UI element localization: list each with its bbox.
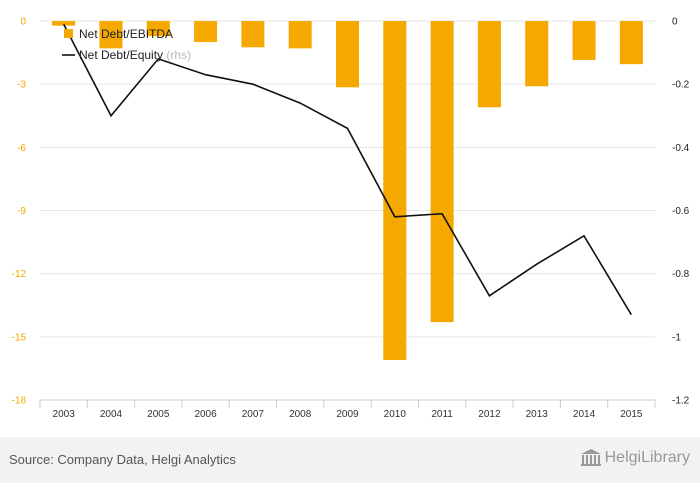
bar-2015 <box>619 21 643 65</box>
y-left-tick-label: -3 <box>17 80 26 91</box>
line-series-net-debt-equity <box>62 23 632 316</box>
x-tick-label: 2008 <box>289 409 312 420</box>
legend-label-net-debt-equity: Net Debt/Equity (rhs) <box>79 48 191 62</box>
y-left-tick-label: -18 <box>12 396 27 407</box>
x-axis: 2003 2004 2005 2006 2007 2008 2009 2010 2011 2012… <box>39 399 656 420</box>
x-tick-label: 2004 <box>100 409 123 420</box>
y-right-tick-label: -0.6 <box>672 206 690 217</box>
logo-text: HelgiLibrary <box>604 449 690 466</box>
source-text: Source: Company Data, Helgi Analytics <box>9 452 236 467</box>
bar-2006 <box>194 21 218 43</box>
x-tick-label: 2003 <box>53 409 76 420</box>
chart: 0 -3 -6 -9 -12 -15 -18 0 -0.2 -0.4 -0.6 -0.8 -1 -1.2… <box>12 17 690 421</box>
y-right-tick-label: 0 <box>672 17 678 28</box>
y-left-tick-label: 0 <box>20 17 26 28</box>
bar-2014 <box>572 21 596 60</box>
y-right-tick-label: -1.2 <box>672 396 690 407</box>
x-tick-label: 2006 <box>194 409 217 420</box>
legend: Net Debt/EBITDA Net Debt/Equity (rhs) <box>62 27 191 62</box>
y-axis-right-ticks: 0 -0.2 -0.4 -0.6 -0.8 -1 -1.2 <box>672 17 690 407</box>
bar-2008 <box>288 21 312 49</box>
y-right-tick-label: -0.8 <box>672 269 690 280</box>
x-tick-label: 2014 <box>573 409 596 420</box>
bar-2010 <box>383 21 407 360</box>
y-right-tick-label: -0.4 <box>672 143 690 154</box>
x-tick-label: 2013 <box>526 409 549 420</box>
y-left-tick-label: -6 <box>17 143 26 154</box>
y-left-tick-label: -15 <box>12 332 27 343</box>
bar-2009 <box>336 21 359 88</box>
bar-2011 <box>430 21 454 323</box>
x-tick-label: 2012 <box>478 409 501 420</box>
x-tick-label: 2011 <box>431 409 453 420</box>
y-right-tick-label: -0.2 <box>672 80 690 91</box>
x-tick-label: 2007 <box>242 409 265 420</box>
bar-2012 <box>477 21 501 108</box>
bar-series-net-debt-ebitda <box>52 21 643 360</box>
x-tick-label: 2009 <box>336 409 359 420</box>
y-left-tick-label: -12 <box>12 269 27 280</box>
x-tick-label: 2015 <box>620 409 643 420</box>
x-tick-label: 2010 <box>384 409 407 420</box>
helgi-library-logo[interactable]: HelgiLibrary <box>580 449 690 467</box>
bar-2007 <box>241 21 265 48</box>
y-axis-left-ticks: 0 -3 -6 -9 -12 -15 -18 <box>12 17 27 407</box>
legend-label-net-debt-ebitda: Net Debt/EBITDA <box>79 27 173 41</box>
bar-2004 <box>99 21 123 49</box>
bar-2003 <box>52 21 76 26</box>
bar-2013 <box>525 21 549 87</box>
library-building-icon <box>580 449 601 466</box>
x-tick-label: 2005 <box>147 409 170 420</box>
y-left-tick-label: -9 <box>17 206 26 217</box>
bar-2005 <box>146 21 170 37</box>
footer: Source: Company Data, Helgi Analytics He… <box>0 437 700 483</box>
y-right-tick-label: -1 <box>672 332 681 343</box>
legend-label-rhs: (rhs) <box>166 48 191 62</box>
legend-swatch-net-debt-ebitda <box>64 29 73 38</box>
